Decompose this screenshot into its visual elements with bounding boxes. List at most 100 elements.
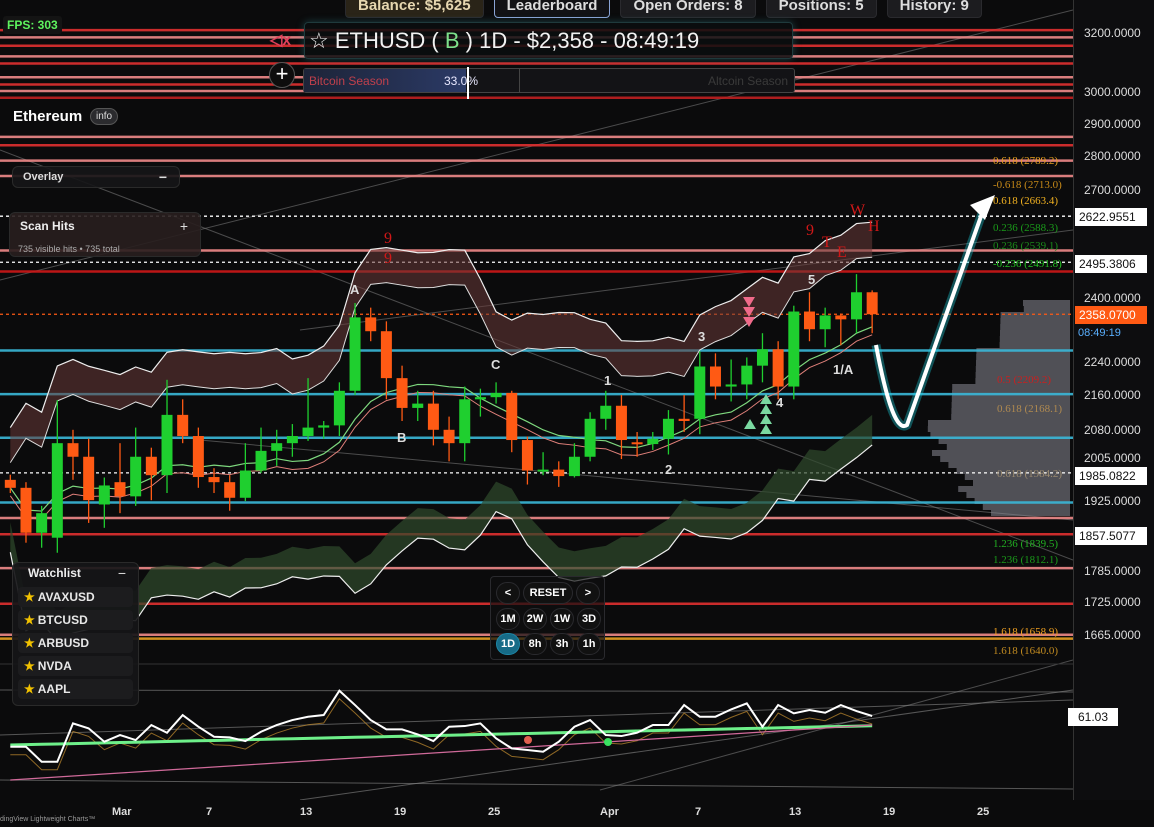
prev-button[interactable]: < bbox=[496, 582, 520, 604]
candle bbox=[850, 274, 862, 334]
watchlist-item[interactable]: ★ ARBUSD bbox=[18, 633, 133, 653]
candle-body bbox=[741, 365, 753, 385]
candle bbox=[51, 400, 63, 553]
pattern-label: E bbox=[837, 244, 847, 261]
pattern-label: H bbox=[868, 218, 880, 235]
projection-arrow bbox=[874, 204, 987, 428]
price-tick: 2240.0000 bbox=[1084, 354, 1141, 369]
season-divider bbox=[519, 69, 520, 92]
watchlist-item[interactable]: ★ AAPL bbox=[18, 679, 133, 699]
candle bbox=[756, 333, 768, 383]
title-suffix: ) 1D - $2,358 - 08:49:19 bbox=[459, 28, 700, 53]
candle bbox=[631, 432, 643, 457]
star-icon[interactable]: ★ bbox=[24, 613, 35, 627]
pattern-label: 9 bbox=[806, 222, 814, 239]
candle bbox=[772, 341, 784, 400]
fib-level-label: 0.236 (2539.1) bbox=[993, 240, 1059, 252]
timeframe-1h[interactable]: 1h bbox=[577, 633, 601, 655]
candle-body bbox=[302, 427, 314, 437]
fib-level-label: 0.236 (2588.3) bbox=[993, 222, 1059, 234]
oscillator-guide-line bbox=[0, 689, 1073, 693]
volume-profile-bar bbox=[999, 342, 1070, 348]
timeframe-8h[interactable]: 8h bbox=[523, 633, 547, 655]
candle-body bbox=[192, 436, 204, 478]
watchlist-item[interactable]: ★ AVAXUSD bbox=[18, 587, 133, 607]
candle-body bbox=[788, 311, 800, 387]
watchlist-symbol: NVDA bbox=[37, 659, 72, 673]
star-icon[interactable]: ★ bbox=[24, 659, 35, 673]
candle bbox=[255, 427, 267, 473]
timeframe-1M[interactable]: 1M bbox=[496, 608, 520, 630]
volume-profile-bar bbox=[927, 426, 1070, 432]
candle bbox=[647, 432, 659, 450]
candle bbox=[803, 292, 815, 342]
info-button[interactable]: info bbox=[90, 108, 119, 125]
oscillator-guide-line bbox=[299, 689, 1073, 800]
collapse-icon[interactable]: − bbox=[158, 169, 167, 185]
sell-signal-icon bbox=[743, 307, 755, 317]
price-axis[interactable]: 1665.0000 1725.0000 1785.0000 1925.0000 2005… bbox=[1068, 0, 1154, 800]
date-tick: 13 bbox=[789, 806, 802, 818]
pattern-label: 9 bbox=[384, 230, 392, 247]
positions-button[interactable]: Positions: 5 bbox=[765, 0, 877, 18]
candle bbox=[662, 410, 674, 455]
candle bbox=[506, 390, 518, 453]
star-icon[interactable]: ★ bbox=[24, 682, 35, 696]
oscillator-dot bbox=[604, 738, 612, 746]
add-symbol-button[interactable]: + bbox=[269, 62, 295, 88]
price-marker: 2495.3806 bbox=[1075, 255, 1147, 273]
date-tick: 19 bbox=[394, 806, 407, 818]
scan-hits-panel[interactable]: Scan Hits +735 visible hits • 735 total bbox=[9, 212, 201, 257]
collapse-icon[interactable]: − bbox=[117, 565, 126, 581]
candle-body bbox=[396, 378, 408, 408]
volume-profile-bar bbox=[1000, 318, 1070, 324]
next-button[interactable]: > bbox=[576, 582, 600, 604]
star-icon[interactable]: ★ bbox=[24, 636, 35, 650]
candle-body bbox=[114, 482, 126, 497]
date-tick: 7 bbox=[206, 806, 213, 818]
candle-body bbox=[36, 513, 48, 533]
pattern-label: W bbox=[850, 202, 866, 219]
timeframe-panel: < RESET > 1M 2W 1W 3D 1D 8h 3h 1h bbox=[490, 576, 605, 660]
candle-body bbox=[286, 436, 298, 444]
volume-profile-bar bbox=[973, 480, 1070, 486]
timeframe-1W[interactable]: 1W bbox=[550, 608, 574, 630]
open-orders-button[interactable]: Open Orders: 8 bbox=[620, 0, 756, 18]
overlay-panel[interactable]: Overlay − bbox=[12, 166, 180, 188]
history-button[interactable]: History: 9 bbox=[886, 0, 982, 18]
watchlist-item[interactable]: ★ NVDA bbox=[18, 656, 133, 676]
timeframe-2W[interactable]: 2W bbox=[523, 608, 547, 630]
price-chart[interactable] bbox=[0, 0, 1073, 800]
scan-hits-summary: 735 visible hits • 735 total bbox=[18, 244, 120, 254]
candle bbox=[709, 353, 721, 400]
watchlist-item[interactable]: ★ BTCUSD bbox=[18, 610, 133, 630]
leaderboard-button[interactable]: Leaderboard bbox=[493, 0, 611, 18]
candle bbox=[788, 305, 800, 400]
watchlist-panel: Watchlist − ★ AVAXUSD ★ BTCUSD ★ ARBUSD ★ NVDA ★… bbox=[12, 562, 139, 706]
candle-body bbox=[537, 469, 549, 472]
volume-profile-bar bbox=[946, 444, 1070, 450]
candle-body bbox=[208, 477, 220, 483]
date-tick: 7 bbox=[695, 806, 702, 818]
candle-body bbox=[521, 440, 533, 471]
timeframe-3D[interactable]: 3D bbox=[577, 608, 601, 630]
expand-icon[interactable]: + bbox=[179, 218, 188, 234]
speaker-muted-icon[interactable]: ◁x bbox=[270, 32, 292, 49]
volume-profile-bar bbox=[975, 378, 1070, 384]
balance-button[interactable]: Balance: $5,625 bbox=[345, 0, 484, 18]
oscillator-dot bbox=[524, 736, 532, 744]
volume-profile-bar bbox=[951, 408, 1070, 414]
buy-signal-icon bbox=[760, 414, 772, 424]
candle-body bbox=[412, 403, 424, 408]
star-icon[interactable]: ★ bbox=[24, 590, 35, 604]
candle bbox=[521, 436, 533, 485]
timeframe-3h[interactable]: 3h bbox=[550, 633, 574, 655]
candle bbox=[694, 351, 706, 435]
volume-profile-bar bbox=[975, 366, 1070, 372]
reset-button[interactable]: RESET bbox=[523, 582, 573, 604]
last-price-marker: 2358.0700 bbox=[1075, 306, 1147, 324]
candle bbox=[427, 390, 439, 446]
timeframe-1D[interactable]: 1D bbox=[496, 633, 520, 655]
pattern-label: T bbox=[822, 234, 832, 251]
candle bbox=[584, 412, 596, 462]
